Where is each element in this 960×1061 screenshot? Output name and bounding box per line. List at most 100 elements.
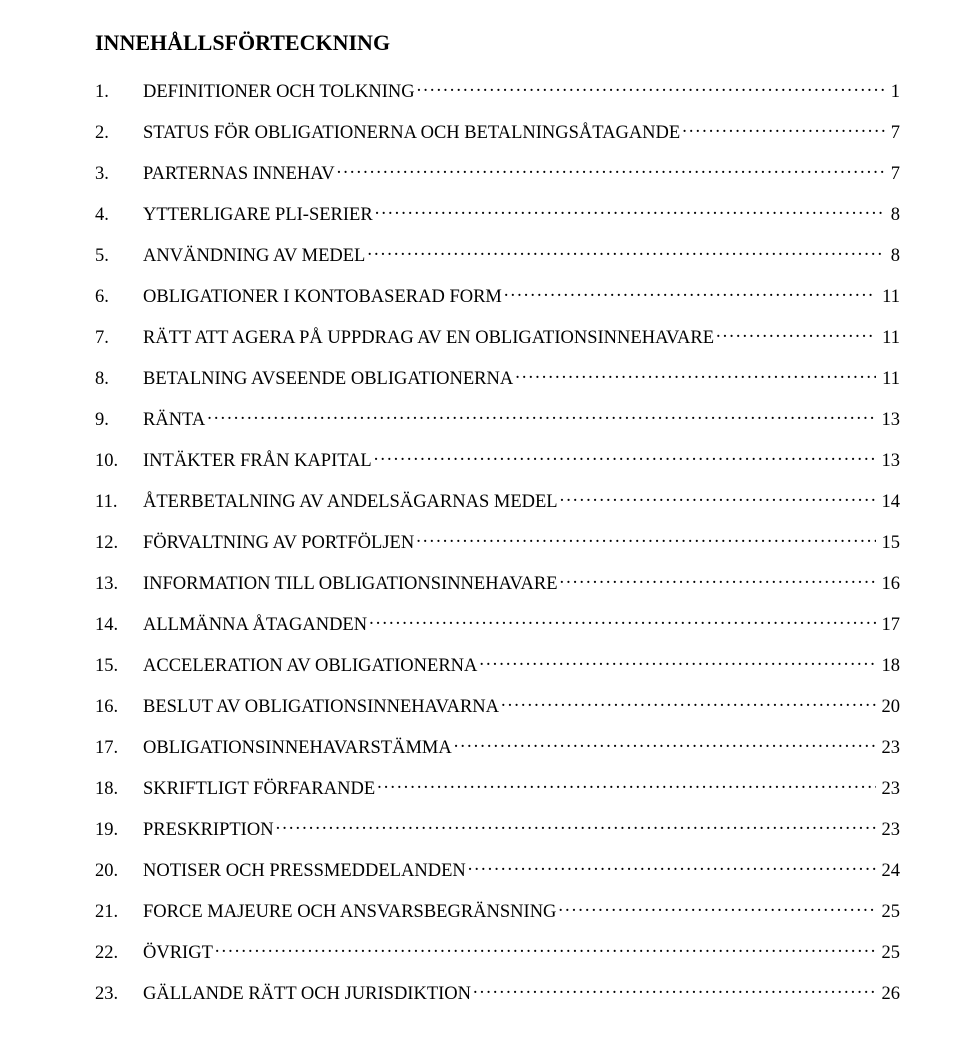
toc-leader-dots	[515, 365, 876, 384]
toc-entry: 2.STATUS FÖR OBLIGATIONERNA OCH BETALNIN…	[95, 119, 900, 142]
toc-entry-page: 11	[878, 370, 900, 389]
toc-entry-label: YTTERLIGARE PLI-SERIER	[143, 206, 373, 225]
document-page: INNEHÅLLSFÖRTECKNING 1.DEFINITIONER OCH …	[0, 0, 960, 1061]
toc-entry-label: PARTERNAS INNEHAV	[143, 165, 335, 184]
toc-entry-page: 18	[878, 657, 901, 676]
toc-entry-page: 23	[878, 780, 901, 799]
toc-entry-label: ÅTERBETALNING AV ANDELSÄGARNAS MEDEL	[143, 493, 558, 512]
toc-entry-page: 11	[878, 288, 900, 307]
toc-leader-dots	[501, 693, 876, 712]
toc-entry-number: 4.	[95, 206, 143, 225]
toc-leader-dots	[375, 201, 885, 220]
toc-entry: 13.INFORMATION TILL OBLIGATIONSINNEHAVAR…	[95, 570, 900, 593]
toc-entry-number: 14.	[95, 616, 143, 635]
toc-entry: 16.BESLUT AV OBLIGATIONSINNEHAVARNA 20	[95, 693, 900, 716]
toc-entry-number: 19.	[95, 821, 143, 840]
toc-entry-label: INFORMATION TILL OBLIGATIONSINNEHAVARE	[143, 575, 558, 594]
toc-entry-label: ANVÄNDNING AV MEDEL	[143, 247, 365, 266]
toc-entry: 10.INTÄKTER FRÅN KAPITAL 13	[95, 447, 900, 470]
toc-entry: 21.FORCE MAJEURE OCH ANSVARSBEGRÄNSNING 2…	[95, 898, 900, 921]
toc-entry-page: 20	[878, 698, 901, 717]
toc-entry-label: SKRIFTLIGT FÖRFARANDE	[143, 780, 375, 799]
toc-entry-number: 9.	[95, 411, 143, 430]
toc-entry-number: 11.	[95, 493, 143, 512]
toc-entry-label: RÄNTA	[143, 411, 205, 430]
toc-entry-page: 13	[878, 452, 901, 471]
toc-title: INNEHÅLLSFÖRTECKNING	[95, 30, 900, 56]
toc-leader-dots	[473, 980, 875, 999]
toc-entry: 23.GÄLLANDE RÄTT OCH JURISDIKTION26	[95, 980, 900, 1003]
toc-entry-label: DEFINITIONER OCH TOLKNING	[143, 83, 415, 102]
toc-entry-number: 16.	[95, 698, 143, 717]
toc-entry-label: OBLIGATIONER I KONTOBASERAD FORM	[143, 288, 502, 307]
toc-entry-page: 17	[878, 616, 901, 635]
toc-leader-dots	[560, 570, 876, 589]
toc-entry-number: 18.	[95, 780, 143, 799]
toc-entry-page: 1	[887, 83, 900, 102]
toc-entry-number: 2.	[95, 124, 143, 143]
toc-entry-label: NOTISER OCH PRESSMEDDELANDEN	[143, 862, 466, 881]
toc-entry: 18.SKRIFTLIGT FÖRFARANDE 23	[95, 775, 900, 798]
toc-entry-number: 7.	[95, 329, 143, 348]
toc-leader-dots	[374, 447, 876, 466]
toc-leader-dots	[468, 857, 876, 876]
toc-leader-dots	[367, 242, 884, 261]
toc-entry-label: BESLUT AV OBLIGATIONSINNEHAVARNA	[143, 698, 499, 717]
toc-leader-dots	[417, 78, 885, 97]
toc-entry: 3.PARTERNAS INNEHAV 7	[95, 160, 900, 183]
toc-entry: 11.ÅTERBETALNING AV ANDELSÄGARNAS MEDEL1…	[95, 488, 900, 511]
toc-entry: 7.RÄTT ATT AGERA PÅ UPPDRAG AV EN OBLIGA…	[95, 324, 900, 347]
toc-entry-page: 7	[887, 165, 900, 184]
toc-entry: 12.FÖRVALTNING AV PORTFÖLJEN 15	[95, 529, 900, 552]
toc-entry-number: 17.	[95, 739, 143, 758]
toc-entry-number: 8.	[95, 370, 143, 389]
toc-leader-dots	[479, 652, 875, 671]
toc-leader-dots	[369, 611, 875, 630]
toc-entry-label: GÄLLANDE RÄTT OCH JURISDIKTION	[143, 985, 471, 1004]
toc-entry-page: 25	[878, 903, 901, 922]
toc-entry-page: 25	[878, 944, 901, 963]
toc-entry: 4.YTTERLIGARE PLI-SERIER 8	[95, 201, 900, 224]
toc-entry-page: 23	[878, 821, 901, 840]
toc-entry-page: 8	[887, 206, 900, 225]
toc-entry-page: 11	[878, 329, 900, 348]
toc-leader-dots	[337, 160, 885, 179]
toc-leader-dots	[215, 939, 876, 958]
toc-entry: 6.OBLIGATIONER I KONTOBASERAD FORM 11	[95, 283, 900, 306]
toc-leader-dots	[416, 529, 875, 548]
toc-entry-label: INTÄKTER FRÅN KAPITAL	[143, 452, 372, 471]
toc-entry-page: 15	[878, 534, 901, 553]
toc-entry: 20.NOTISER OCH PRESSMEDDELANDEN24	[95, 857, 900, 880]
toc-entry: 19.PRESKRIPTION23	[95, 816, 900, 839]
toc-entry-label: OBLIGATIONSINNEHAVARSTÄMMA	[143, 739, 452, 758]
toc-entry-label: ÖVRIGT	[143, 944, 213, 963]
toc-list: 1.DEFINITIONER OCH TOLKNING12.STATUS FÖR…	[95, 78, 900, 1003]
toc-entry-label: BETALNING AVSEENDE OBLIGATIONERNA	[143, 370, 513, 389]
toc-entry-number: 21.	[95, 903, 143, 922]
toc-entry-page: 23	[878, 739, 901, 758]
toc-entry-number: 5.	[95, 247, 143, 266]
toc-entry-number: 20.	[95, 862, 143, 881]
toc-entry-number: 22.	[95, 944, 143, 963]
toc-entry: 1.DEFINITIONER OCH TOLKNING 1	[95, 78, 900, 101]
toc-entry-number: 23.	[95, 985, 143, 1004]
toc-leader-dots	[377, 775, 875, 794]
toc-leader-dots	[454, 734, 876, 753]
toc-entry-label: FORCE MAJEURE OCH ANSVARSBEGRÄNSNING	[143, 903, 556, 922]
toc-entry-number: 10.	[95, 452, 143, 471]
toc-entry-page: 8	[887, 247, 900, 266]
toc-leader-dots	[558, 898, 875, 917]
toc-leader-dots	[560, 488, 876, 507]
toc-entry-number: 1.	[95, 83, 143, 102]
toc-entry-label: RÄTT ATT AGERA PÅ UPPDRAG AV EN OBLIGATI…	[143, 329, 714, 348]
toc-entry-number: 3.	[95, 165, 143, 184]
toc-leader-dots	[276, 816, 876, 835]
toc-entry-number: 15.	[95, 657, 143, 676]
toc-entry-number: 12.	[95, 534, 143, 553]
toc-entry-label: FÖRVALTNING AV PORTFÖLJEN	[143, 534, 414, 553]
toc-entry-number: 6.	[95, 288, 143, 307]
toc-entry-label: STATUS FÖR OBLIGATIONERNA OCH BETALNINGS…	[143, 124, 680, 143]
toc-entry-page: 7	[887, 124, 900, 143]
toc-entry-number: 13.	[95, 575, 143, 594]
toc-entry: 9.RÄNTA13	[95, 406, 900, 429]
